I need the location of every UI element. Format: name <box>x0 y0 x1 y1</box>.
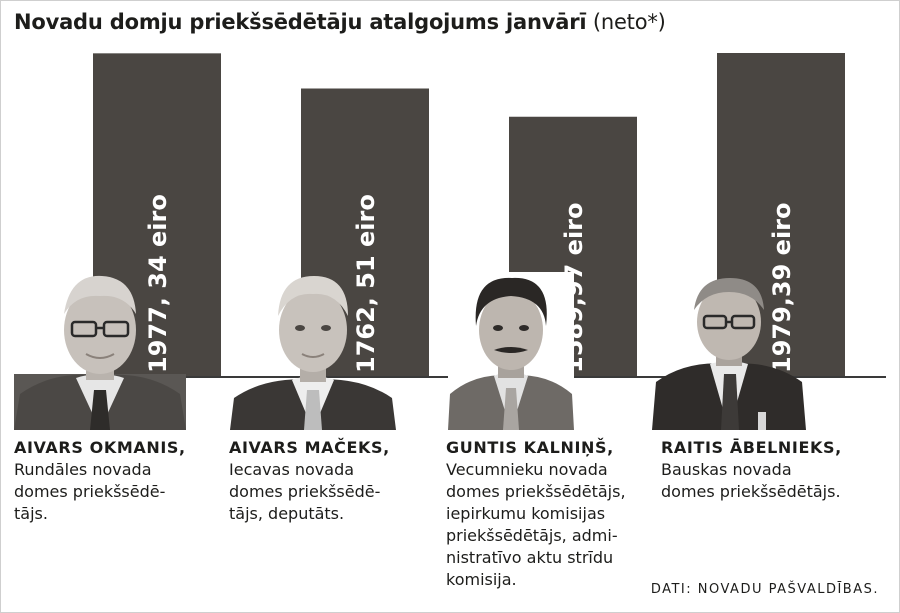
chart-title-sub: (neto*) <box>592 10 666 34</box>
bar-value-label: 1977, 34 eiro <box>144 194 172 373</box>
person-caption-3: GUNTIS KALNIŅŠ, Vecumnieku novada domes … <box>446 437 661 591</box>
portrait-aivars-maceks <box>230 276 396 430</box>
person-name: RAITIS ĀBELNIEKS, <box>661 438 842 457</box>
person-name: AIVARS OKMANIS, <box>14 438 186 457</box>
chart-title: Novadu domju priekšsēdētāju atalgojums j… <box>14 10 666 34</box>
person-caption-4: RAITIS ĀBELNIEKS, Bauskas novada domes p… <box>661 437 881 503</box>
person-caption-1: AIVARS OKMANIS, Rundāles novada domes pr… <box>14 437 219 525</box>
person-role-line: domes priekšsēdētājs. <box>661 482 841 501</box>
person-caption-2: AIVARS MAČEKS, Iecavas novada domes prie… <box>229 437 434 525</box>
person-role-line: priekšsēdētājs, admi- <box>446 526 618 545</box>
portrait-aivars-okmanis <box>14 275 186 430</box>
person-name: GUNTIS KALNIŅŠ, <box>446 438 614 457</box>
person-role-line: iepirkumu komisijas <box>446 504 606 523</box>
person-role-line: Bauskas novada <box>661 460 792 479</box>
person-role-line: domes priekšsēdētājs, <box>446 482 626 501</box>
person-role-line: Rundāles novada <box>14 460 152 479</box>
bar-value-label: 1979,39 eiro <box>768 203 796 374</box>
person-role-line: komisija. <box>446 570 517 589</box>
person-role-line: tājs, deputāts. <box>229 504 345 523</box>
person-role-line: nistratīvo aktu strīdu <box>446 548 614 567</box>
chart-title-main: Novadu domju priekšsēdētāju atalgojums j… <box>14 10 587 34</box>
person-name: AIVARS MAČEKS, <box>229 438 390 457</box>
person-role-line: tājs. <box>14 504 48 523</box>
bar-value-label: 1762, 51 eiro <box>352 194 380 373</box>
person-role-line: Iecavas novada <box>229 460 355 479</box>
source-note: DATI: NOVADU PAŠVALDĪBAS. <box>650 582 879 597</box>
person-role-line: domes priekšsēdē- <box>229 482 381 501</box>
person-role-line: Vecumnieku novada <box>446 460 608 479</box>
person-role-line: domes priekšsēdē- <box>14 482 166 501</box>
portrait-raitis-abelnieks <box>652 278 806 430</box>
portrait-guntis-kalnins <box>448 272 574 430</box>
